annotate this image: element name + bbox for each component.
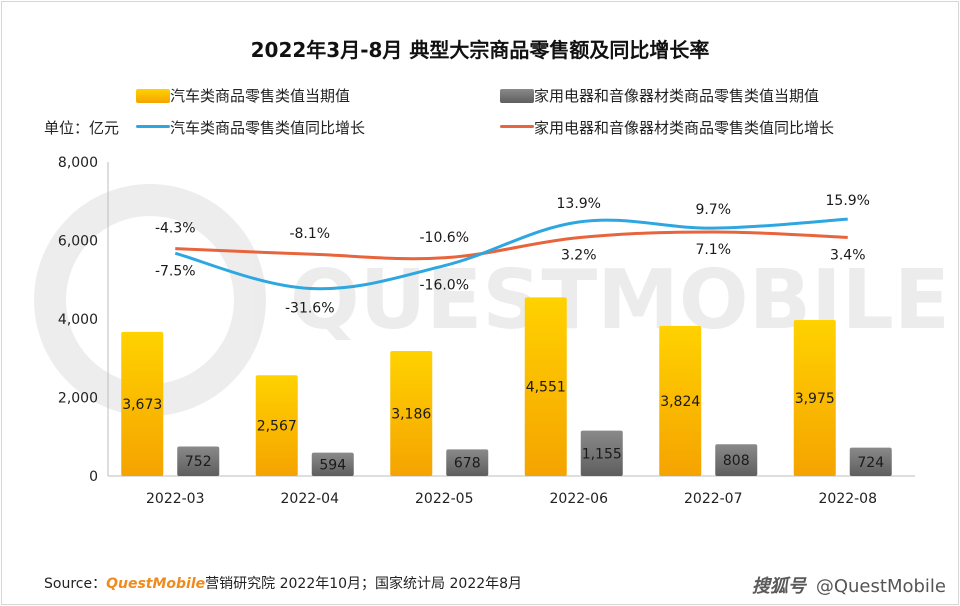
line-appliance-point-label: -10.6% (419, 230, 469, 246)
line-appliance-point-label: -4.3% (155, 221, 196, 237)
line-auto-growth (174, 217, 848, 291)
source-prefix: Source： (44, 576, 107, 592)
legend-swatch-line2 (500, 125, 534, 128)
line-auto-point-label: -16.0% (419, 278, 469, 294)
legend-swatch-bar1 (136, 89, 170, 103)
bar-auto-label: 3,975 (795, 391, 835, 407)
y-tick-label: 6,000 (58, 234, 98, 250)
bar-appliance (580, 430, 623, 476)
bar-auto-label: 3,673 (122, 397, 162, 413)
bar-auto (659, 325, 702, 476)
line-auto-point-label: 13.9% (557, 196, 601, 212)
bars (121, 297, 892, 476)
y-tick-label: 8,000 (58, 155, 98, 171)
x-tick-label: 2022-07 (684, 491, 743, 507)
corner-watermark-a: 搜狐号 (751, 576, 806, 597)
y-tick-label: 4,000 (58, 312, 98, 328)
source-brand: QuestMobile (106, 576, 206, 592)
y-tick-label: 2,000 (58, 391, 98, 407)
line-auto-point-label: -31.6% (285, 300, 335, 316)
x-tick-label: 2022-04 (281, 491, 340, 507)
bar-auto-label: 3,186 (391, 406, 431, 422)
bar-auto-label: 2,567 (257, 419, 297, 435)
data-labels: 3,673 2,567 3,186 4,551 3,824 3,975 752 594 678 1… (122, 193, 884, 473)
bar-appliance (715, 444, 758, 476)
bar-appliance (177, 446, 220, 476)
line-auto-point-label: -7.5% (155, 263, 196, 279)
lines (174, 217, 848, 291)
line-appliance-point-label: 3.4% (830, 247, 866, 263)
x-tick-label: 2022-08 (819, 491, 878, 507)
line-appliance-growth (175, 230, 848, 261)
legend-swatch-line1 (136, 125, 170, 128)
legend-label-line2: 家用电器和音像器材类商品零售类值同比增长 (534, 119, 835, 137)
axes: 0 2,000 4,000 6,000 8,000 2022-03 2022-04 2022-… (58, 155, 915, 507)
bar-auto-label: 4,551 (526, 380, 566, 396)
legend-label-bar1: 汽车类商品零售类值当期值 (170, 87, 351, 105)
y-tick-label: 0 (89, 469, 98, 485)
bar-appliance (311, 452, 354, 476)
legend-label-line1: 汽车类商品零售类值同比增长 (170, 119, 366, 137)
bar-appliance-label: 1,155 (582, 446, 622, 462)
corner-watermark-b: @QuestMobile (815, 576, 946, 597)
line-appliance-point-label: 3.2% (561, 248, 597, 264)
background-watermark-text: QUESTMOBILE (290, 253, 950, 348)
unit-label: 单位：亿元 (44, 119, 120, 137)
bar-appliance-label: 678 (454, 456, 481, 472)
corner-watermark: 搜狐号 @QuestMobile (752, 572, 946, 598)
bar-appliance (849, 447, 892, 476)
legend-label-bar2: 家用电器和音像器材类商品零售类值当期值 (534, 87, 820, 105)
bar-auto (524, 297, 567, 476)
x-tick-label: 2022-06 (550, 491, 609, 507)
line-auto-point-label: 9.7% (695, 202, 731, 218)
x-tick-label: 2022-05 (415, 491, 474, 507)
line-appliance-point-label: 7.1% (695, 242, 731, 258)
chart-title: 2022年3月-8月 典型大宗商品零售额及同比增长率 (250, 38, 710, 62)
bar-auto (121, 331, 164, 476)
bar-auto (390, 350, 433, 476)
source-rest: 营销研究院 2022年10月；国家统计局 2022年8月 (205, 576, 523, 592)
bar-appliance-label: 594 (319, 457, 346, 473)
line-appliance-point-label: -8.1% (289, 226, 330, 242)
line-auto-point-label: 15.9% (826, 193, 870, 209)
legend-swatch-bar2 (500, 89, 534, 103)
bar-auto-label: 3,824 (660, 394, 700, 410)
bar-auto (793, 319, 836, 476)
x-tick-label: 2022-03 (146, 491, 205, 507)
bar-appliance-label: 808 (723, 453, 750, 469)
source-footer: Source：QuestMobile营销研究院 2022年10月；国家统计局 2… (44, 573, 522, 593)
bar-appliance-label: 724 (857, 455, 884, 471)
bar-appliance-label: 752 (185, 454, 212, 470)
bar-appliance (446, 449, 489, 476)
bar-auto (255, 375, 298, 476)
